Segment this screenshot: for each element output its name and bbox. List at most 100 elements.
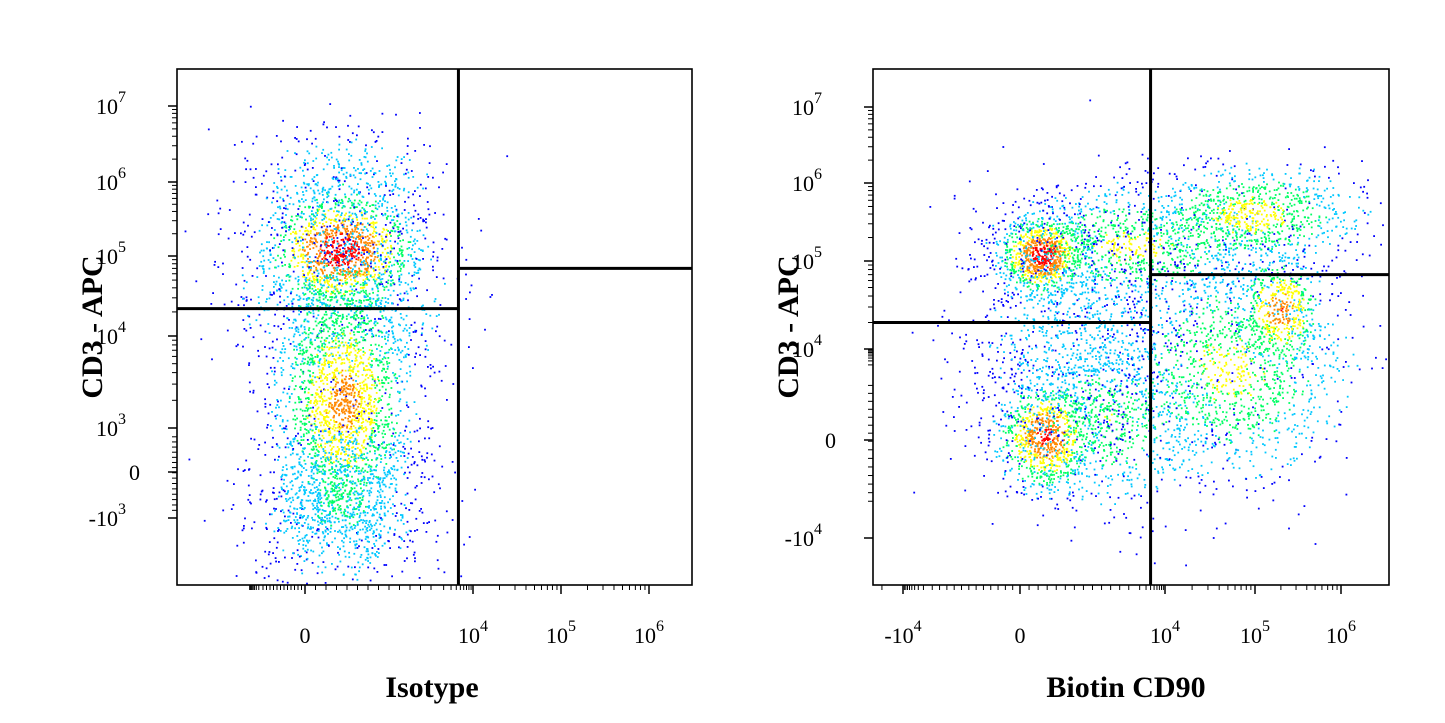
event-dot — [317, 281, 319, 283]
event-dot — [365, 532, 367, 534]
event-dot — [333, 476, 335, 478]
event-dot — [334, 232, 336, 234]
event-dot — [340, 482, 342, 484]
event-dot — [292, 380, 294, 382]
event-dot — [295, 435, 297, 437]
event-dot — [343, 250, 345, 252]
event-dot — [356, 508, 358, 510]
event-dot — [382, 317, 384, 319]
event-dot — [326, 346, 328, 348]
event-dot — [378, 427, 380, 429]
event-dot — [283, 512, 285, 514]
event-dot — [363, 287, 365, 289]
event-dot — [379, 479, 381, 481]
event-dot — [355, 280, 357, 282]
event-dot — [351, 223, 353, 225]
event-dot — [343, 447, 345, 449]
event-dot — [321, 373, 323, 375]
event-dot — [273, 508, 275, 510]
event-dot — [463, 544, 465, 546]
event-dot — [367, 567, 369, 569]
event-dot — [346, 303, 348, 305]
event-dot — [358, 403, 360, 405]
event-dot — [342, 268, 344, 270]
event-dot — [368, 369, 370, 371]
event-dot — [324, 395, 326, 397]
event-dot — [327, 283, 329, 285]
event-dot — [309, 540, 311, 542]
event-dot — [333, 420, 335, 422]
event-dot — [354, 416, 356, 418]
event-dot — [339, 548, 341, 550]
event-dot — [269, 249, 271, 251]
event-dot — [368, 237, 370, 239]
event-dot — [330, 244, 332, 246]
event-dot — [316, 199, 318, 201]
event-dot — [329, 335, 331, 337]
event-dot — [375, 235, 377, 237]
event-dot — [347, 359, 349, 361]
event-dot — [341, 526, 343, 528]
event-dot — [365, 292, 367, 294]
event-dot — [316, 449, 318, 451]
event-dot — [312, 207, 314, 209]
event-dot — [326, 542, 328, 544]
event-dot — [421, 459, 423, 461]
event-dot — [292, 254, 294, 256]
event-dot — [334, 477, 336, 479]
event-dot — [356, 255, 358, 257]
event-dot — [349, 530, 351, 532]
event-dot — [291, 300, 293, 302]
event-dot — [334, 482, 336, 484]
event-dot — [310, 232, 312, 234]
event-dot — [290, 501, 292, 503]
event-dot — [465, 259, 467, 261]
event-dot — [281, 280, 283, 282]
event-dot — [385, 463, 387, 465]
event-dot — [381, 382, 383, 384]
event-dot — [343, 459, 345, 461]
event-dot — [380, 410, 382, 412]
event-dot — [404, 209, 406, 211]
event-dot — [292, 377, 294, 379]
event-dot — [327, 262, 329, 264]
event-dot — [392, 503, 394, 505]
event-dot — [351, 292, 353, 294]
event-dot — [341, 399, 343, 401]
event-dot — [400, 442, 402, 444]
event-dot — [381, 263, 383, 265]
event-dot — [274, 325, 276, 327]
event-dot — [400, 281, 402, 283]
event-dot — [354, 328, 356, 330]
event-dot — [338, 409, 340, 411]
event-dot — [393, 429, 395, 431]
event-dot — [321, 207, 323, 209]
event-dot — [390, 478, 392, 480]
event-dot — [379, 360, 381, 362]
event-dot — [318, 429, 320, 431]
event-dot — [445, 365, 447, 367]
event-dot — [372, 236, 374, 238]
event-dot — [319, 492, 321, 494]
event-dot — [357, 331, 359, 333]
event-dot — [365, 249, 367, 251]
event-dot — [313, 228, 315, 230]
event-dot — [419, 510, 421, 512]
event-dot — [336, 378, 338, 380]
event-dot — [320, 391, 322, 393]
event-dot — [360, 259, 362, 261]
event-dot — [392, 475, 394, 477]
event-dot — [413, 331, 415, 333]
event-dot — [390, 507, 392, 509]
event-dot — [222, 263, 224, 265]
event-dot — [346, 427, 348, 429]
event-dot — [269, 404, 271, 406]
event-dot — [312, 527, 314, 529]
event-dot — [381, 481, 383, 483]
event-dot — [294, 473, 296, 475]
event-dot — [388, 280, 390, 282]
event-dot — [358, 224, 360, 226]
event-dot — [300, 240, 302, 242]
event-dot — [338, 315, 340, 317]
event-dot — [297, 454, 299, 456]
